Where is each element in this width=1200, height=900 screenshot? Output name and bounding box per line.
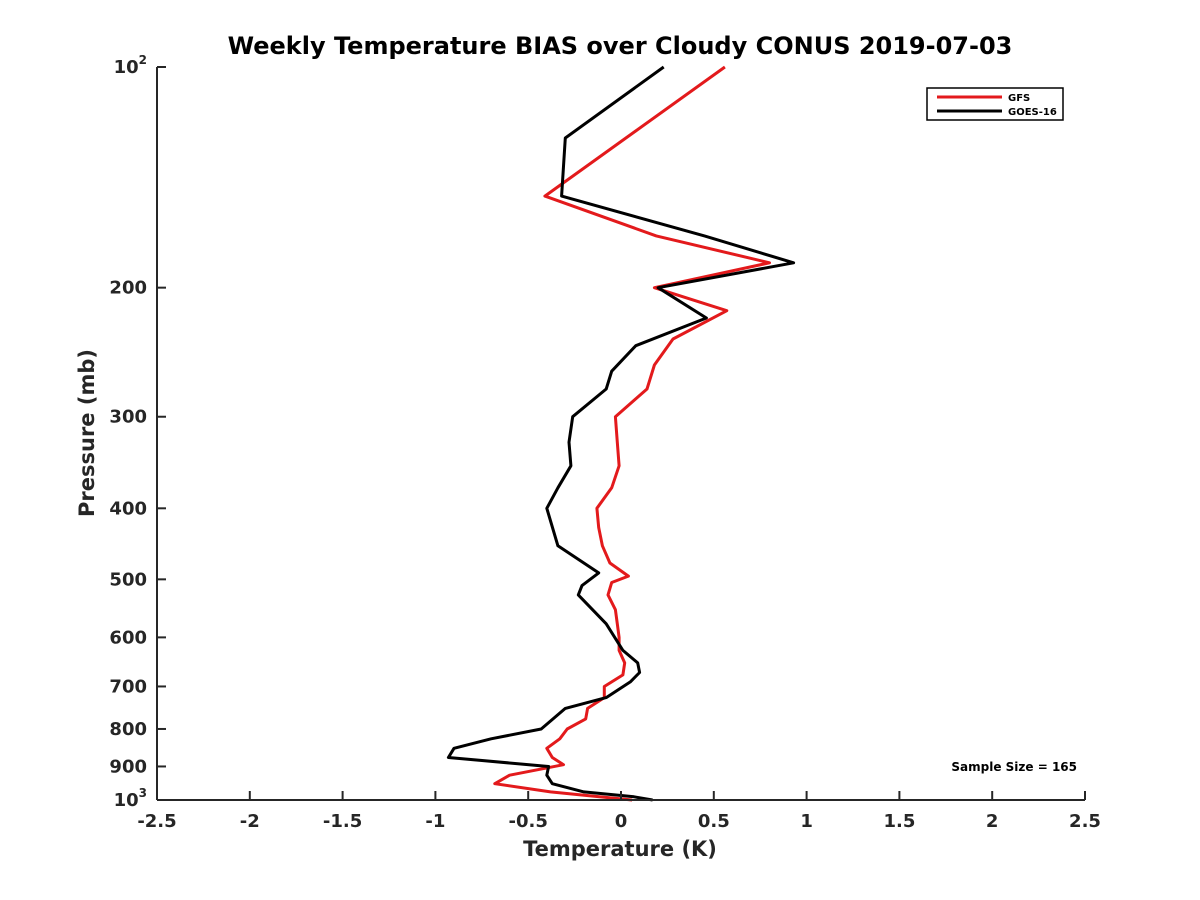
x-tick-label: -1.5: [323, 811, 362, 832]
y-tick-label: 700: [109, 676, 147, 697]
axes: -2.5 -2 -1.5 -1 -0.5 0 0.5 1 1.5 2 2.5 102 200 300 400…: [109, 53, 1101, 832]
series-layer: [446, 65, 796, 802]
chart-title: Weekly Temperature BIAS over Cloudy CONU…: [228, 32, 1013, 60]
x-tick-label: 2: [986, 811, 999, 832]
x-tick-label: 2.5: [1069, 811, 1101, 832]
legend: GFS GOES-16: [926, 87, 1064, 121]
legend-items: GFS GOES-16: [937, 93, 1057, 118]
x-tick-label: -1: [425, 811, 445, 832]
x-tick-label: 1.5: [883, 811, 915, 832]
y-tick-label: 800: [109, 719, 147, 740]
x-tick-label: -2.5: [137, 811, 176, 832]
legend-label-gfs: GFS: [1008, 93, 1030, 104]
x-axis-label: Temperature (K): [523, 837, 717, 861]
legend-box: [926, 87, 1064, 121]
series-line-goes-16: [446, 65, 796, 802]
y-tick-label: 102: [114, 53, 147, 78]
legend-label-goes-16: GOES-16: [1008, 107, 1057, 118]
y-axis-label: Pressure (mb): [75, 349, 99, 517]
y-tick-label: 103: [114, 786, 147, 811]
sample-size-annotation: Sample Size = 165: [951, 760, 1077, 774]
x-tick-label: -2: [240, 811, 260, 832]
series-line-gfs: [493, 65, 771, 802]
y-tick-label: 900: [109, 756, 147, 777]
y-tick-label: 300: [109, 407, 147, 428]
y-tick-label: 200: [109, 278, 147, 299]
y-tick-label: 500: [109, 569, 147, 590]
x-tick-label: 0.5: [698, 811, 730, 832]
x-tick-label: 1: [800, 811, 813, 832]
y-tick-label: 400: [109, 498, 147, 519]
x-tick-label: 0: [615, 811, 628, 832]
x-tick-label: -0.5: [509, 811, 548, 832]
y-tick-label: 600: [109, 627, 147, 648]
